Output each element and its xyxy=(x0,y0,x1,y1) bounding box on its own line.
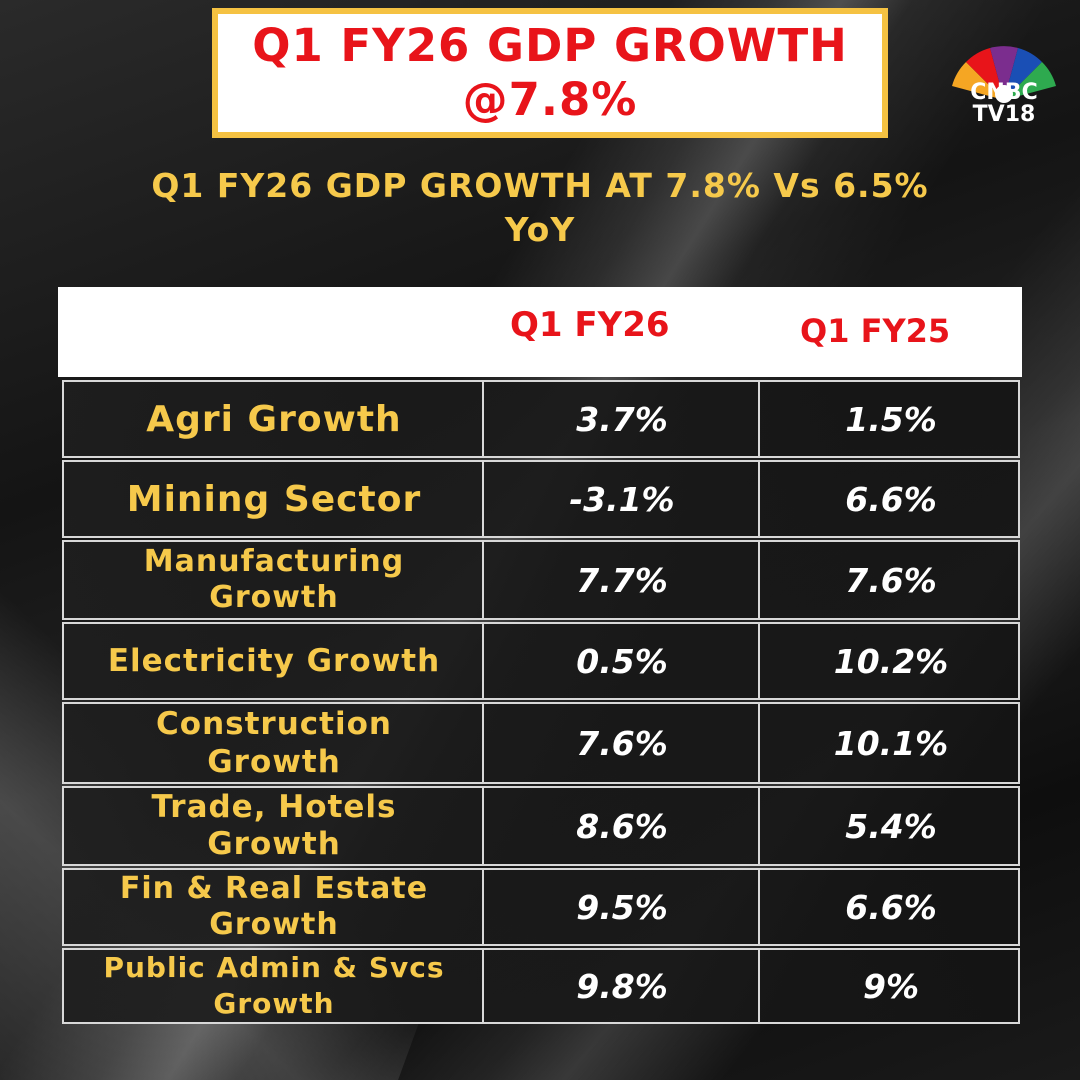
value-q1fy25: 1.5% xyxy=(845,399,937,439)
value-q1fy26: 3.7% xyxy=(576,399,668,439)
row-label: Agri Growth xyxy=(146,398,402,440)
value-q1fy25: 9% xyxy=(862,966,920,1006)
value-q1fy25: 6.6% xyxy=(845,479,937,519)
table-row: Agri Growth 3.7% 1.5% xyxy=(62,380,1020,458)
table-row: Fin & Real Estate Growth 9.5% 6.6% xyxy=(62,868,1020,946)
value-q1fy25: 5.4% xyxy=(845,806,937,846)
subtitle-line-1: Q1 FY26 GDP GROWTH AT 7.8% Vs 6.5% xyxy=(151,166,929,205)
value-q1fy26: 7.7% xyxy=(576,560,668,600)
row-label: Manufacturing Growth xyxy=(143,544,405,615)
column-header-q1fy26: Q1 FY26 xyxy=(510,305,670,345)
table-row: Mining Sector -3.1% 6.6% xyxy=(62,460,1020,538)
value-q1fy26: 9.8% xyxy=(576,966,668,1006)
value-q1fy25: 10.2% xyxy=(833,641,949,681)
table-row: Manufacturing Growth 7.7% 7.6% xyxy=(62,540,1020,620)
value-q1fy25: 7.6% xyxy=(845,560,937,600)
row-label: Construction Growth xyxy=(156,706,392,780)
value-q1fy26: -3.1% xyxy=(569,479,675,519)
table-row: Construction Growth 7.6% 10.1% xyxy=(62,702,1020,784)
value-q1fy26: 0.5% xyxy=(576,641,668,681)
row-label: Electricity Growth xyxy=(107,643,441,679)
row-label: Fin & Real Estate Growth xyxy=(119,871,429,942)
value-q1fy26: 7.6% xyxy=(576,723,668,763)
value-q1fy26: 8.6% xyxy=(576,806,668,846)
table-row: Public Admin & Svcs Growth 9.8% 9% xyxy=(62,948,1020,1024)
title-line-1: Q1 FY26 GDP GROWTH xyxy=(252,19,848,72)
row-label: Public Admin & Svcs Growth xyxy=(103,951,445,1020)
title-line-2: @7.8% xyxy=(462,73,638,126)
peacock-logo-icon xyxy=(952,46,1056,103)
value-q1fy25: 6.6% xyxy=(845,887,937,927)
table-row: Trade, Hotels Growth 8.6% 5.4% xyxy=(62,786,1020,866)
row-label: Mining Sector xyxy=(126,478,422,520)
logo-line-1: CNBC xyxy=(970,80,1038,105)
subtitle-line-2: YoY xyxy=(504,210,576,249)
logo-line-2: TV18 xyxy=(972,102,1036,127)
logo-text: CNBC TV18 xyxy=(948,82,1060,126)
table-row: Electricity Growth 0.5% 10.2% xyxy=(62,622,1020,700)
value-q1fy25: 10.1% xyxy=(833,723,949,763)
column-header-q1fy25: Q1 FY25 xyxy=(800,312,951,350)
subtitle: Q1 FY26 GDP GROWTH AT 7.8% Vs 6.5% YoY xyxy=(60,164,1020,252)
row-label: Trade, Hotels Growth xyxy=(151,789,397,862)
title-banner: Q1 FY26 GDP GROWTH @7.8% xyxy=(212,8,888,138)
table-header: Q1 FY26 Q1 FY25 xyxy=(58,287,1022,377)
value-q1fy26: 9.5% xyxy=(576,887,668,927)
